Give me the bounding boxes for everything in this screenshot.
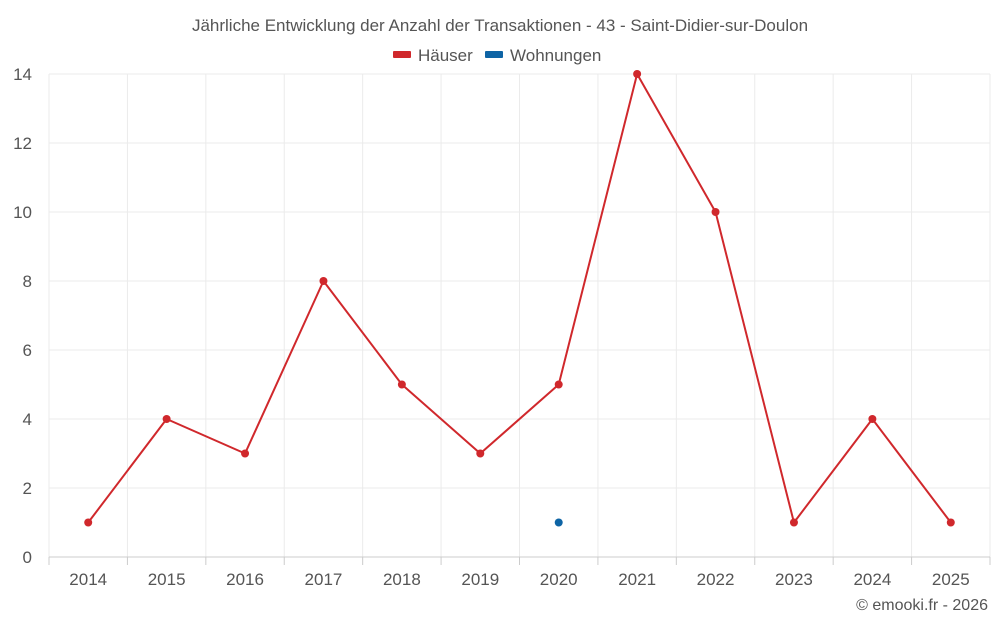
legend-swatch-haeuser: [393, 51, 411, 58]
legend: Häuser Wohnungen: [393, 46, 601, 65]
data-point-haeuser[interactable]: [319, 277, 328, 285]
data-point-haeuser[interactable]: [789, 518, 798, 527]
legend-swatch-wohnungen: [485, 51, 503, 58]
credit-text: © emooki.fr - 2026: [856, 597, 988, 614]
x-tick-label: 2022: [697, 570, 735, 589]
x-tick-label: 2015: [148, 570, 186, 589]
data-point-haeuser[interactable]: [397, 380, 406, 389]
series-haeuser: [84, 70, 955, 527]
data-point-haeuser[interactable]: [241, 449, 250, 458]
data-point-haeuser[interactable]: [476, 449, 485, 458]
axes: 0 2 4 6 8 10 12 14 2014 2015 2016 2017 2018 2019 2020 2…: [13, 65, 991, 589]
y-tick-label: 8: [23, 272, 32, 291]
x-tick-label: 2014: [69, 570, 107, 589]
y-tick-label: 4: [23, 410, 32, 429]
legend-item-haeuser[interactable]: Häuser: [393, 46, 473, 65]
x-tick-label: 2018: [383, 570, 421, 589]
data-point-wohnungen[interactable]: [554, 518, 563, 527]
legend-item-wohnungen[interactable]: Wohnungen: [485, 46, 601, 65]
data-point-haeuser[interactable]: [162, 415, 171, 423]
data-point-haeuser[interactable]: [84, 518, 93, 527]
y-tick-label: 0: [23, 548, 32, 567]
y-tick-label: 12: [13, 134, 32, 153]
legend-label-haeuser: Häuser: [418, 46, 473, 65]
data-point-haeuser[interactable]: [868, 415, 877, 423]
x-tick-label: 2025: [932, 570, 970, 589]
x-tick-label: 2024: [853, 570, 891, 589]
y-tick-label: 2: [23, 479, 32, 498]
chart-title: Jährliche Entwicklung der Anzahl der Tra…: [192, 16, 808, 35]
series-line-haeuser: [87, 73, 952, 524]
data-point-haeuser[interactable]: [554, 380, 563, 389]
x-tick-label: 2021: [618, 570, 656, 589]
plot-area: [84, 70, 955, 527]
data-point-haeuser[interactable]: [946, 518, 955, 527]
grid: [48, 73, 991, 557]
x-tick-label: 2017: [305, 570, 343, 589]
x-tick-label: 2020: [540, 570, 578, 589]
legend-label-wohnungen: Wohnungen: [510, 46, 601, 65]
x-tick-label: 2023: [775, 570, 813, 589]
data-point-haeuser[interactable]: [633, 70, 642, 78]
x-tick-label: 2016: [226, 570, 264, 589]
data-point-haeuser[interactable]: [711, 208, 720, 216]
y-tick-label: 10: [13, 203, 32, 222]
y-tick-label: 14: [13, 65, 32, 84]
series-wohnungen: [554, 518, 563, 527]
y-tick-label: 6: [23, 341, 32, 360]
x-tick-label: 2019: [461, 570, 499, 589]
